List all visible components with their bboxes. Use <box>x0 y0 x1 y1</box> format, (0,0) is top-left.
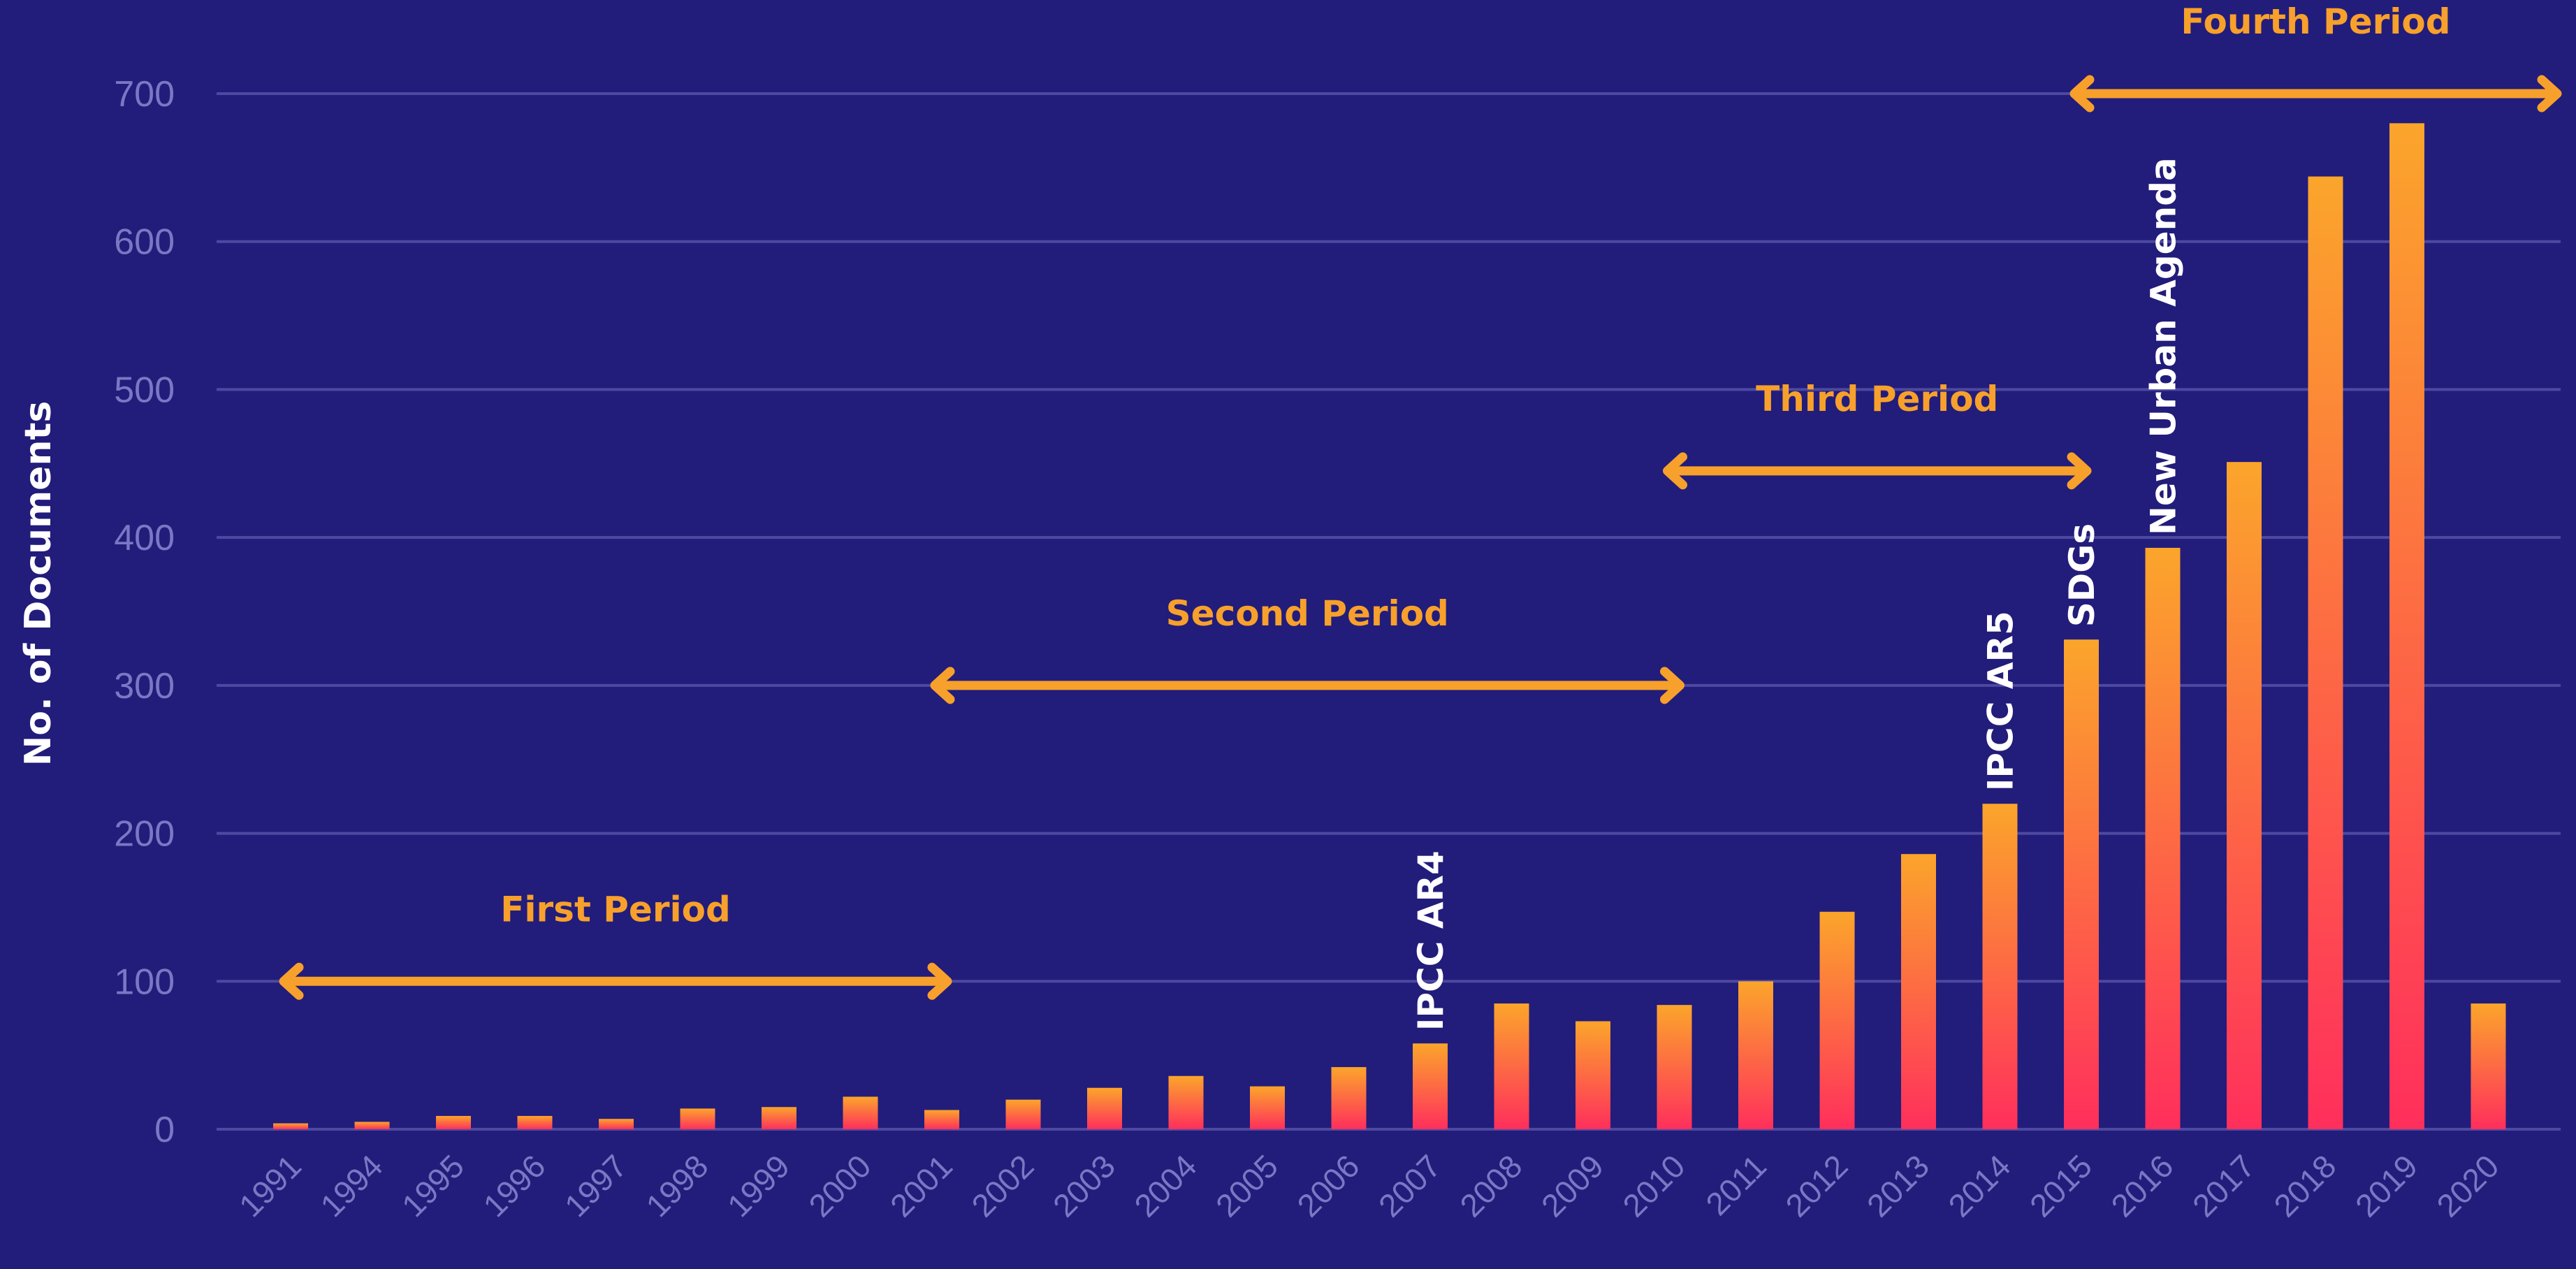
x-axis-ticks: 1991 1994 1995 1996 1997 1998 1999 2000 2001 2002… <box>232 1147 2506 1224</box>
x-tick-label: 2020 <box>2429 1147 2505 1224</box>
y-axis-label: No. of Documents <box>17 401 59 767</box>
event-label: SDGs <box>2062 523 2102 627</box>
bar-2000 <box>843 1096 878 1129</box>
arrowhead-left <box>2069 75 2095 113</box>
y-tick-label: 200 <box>114 814 175 855</box>
x-tick-label: 1997 <box>558 1147 634 1224</box>
bar-2008 <box>1494 1003 1529 1129</box>
event-annotations: IPCC AR4 IPCC AR5 SDGs New Urban Agenda <box>1411 157 2184 1031</box>
bars <box>273 123 2506 1129</box>
y-tick-label: 0 <box>154 1110 175 1150</box>
arrowhead-left <box>930 667 955 704</box>
x-tick-label: 2019 <box>2348 1147 2424 1224</box>
bar-2016 <box>2145 547 2181 1129</box>
bar-2020 <box>2471 1003 2506 1129</box>
x-tick-label: 2007 <box>1371 1147 1448 1224</box>
period-arrow <box>279 962 952 1000</box>
x-tick-label: 2006 <box>1290 1147 1366 1224</box>
arrowhead-right <box>2537 75 2562 113</box>
bar-1998 <box>680 1108 715 1129</box>
x-tick-label: 2001 <box>883 1147 959 1224</box>
x-tick-label: 2013 <box>1860 1147 1936 1224</box>
x-tick-label: 1994 <box>313 1147 389 1224</box>
y-axis-ticks: 0 100 200 300 400 500 600 700 <box>114 74 175 1150</box>
event-label: IPCC AR4 <box>1411 850 1451 1031</box>
period-annotations: First Period Second Period Third Period Fou… <box>279 1 2562 1000</box>
period-label: First Period <box>500 889 731 929</box>
period-arrow <box>2069 75 2562 113</box>
x-tick-label: 1996 <box>476 1147 552 1224</box>
event-label: IPCC AR5 <box>1981 611 2021 791</box>
y-tick-label: 600 <box>114 222 175 263</box>
bar-2019 <box>2389 123 2424 1129</box>
period-arrow <box>930 667 1684 704</box>
bar-2004 <box>1168 1075 1204 1129</box>
arrowhead-left <box>1663 452 1687 490</box>
x-tick-label: 1991 <box>232 1147 308 1224</box>
x-tick-label: 2017 <box>2185 1147 2262 1224</box>
bar-2009 <box>1576 1021 1610 1129</box>
arrowhead-right <box>2067 452 2092 490</box>
x-tick-label: 2016 <box>2104 1147 2180 1224</box>
x-tick-label: 1998 <box>639 1147 715 1224</box>
bar-1994 <box>354 1122 390 1129</box>
bar-1995 <box>436 1115 471 1129</box>
arrowhead-left <box>279 962 304 1000</box>
bar-2002 <box>1005 1099 1041 1129</box>
x-tick-label: 2014 <box>1941 1147 2017 1224</box>
arrowhead-right <box>927 962 952 1000</box>
x-tick-label: 2003 <box>1046 1147 1122 1224</box>
x-tick-label: 2018 <box>2266 1147 2343 1224</box>
bar-2015 <box>2064 639 2099 1129</box>
bar-2011 <box>1738 981 1773 1129</box>
x-tick-label: 2009 <box>1534 1147 1610 1224</box>
period-label: Third Period <box>1756 379 1998 419</box>
x-tick-label: 1999 <box>720 1147 796 1224</box>
period-label: Fourth Period <box>2181 1 2450 42</box>
bar-2006 <box>1331 1067 1367 1129</box>
x-tick-label: 2005 <box>1209 1147 1285 1224</box>
bar-2018 <box>2308 176 2343 1129</box>
y-tick-label: 700 <box>114 74 175 115</box>
bar-2001 <box>924 1110 959 1129</box>
arrowhead-right <box>1660 667 1684 704</box>
x-tick-label: 2011 <box>1698 1147 1773 1222</box>
x-tick-label: 2012 <box>1778 1147 1854 1224</box>
x-tick-label: 2010 <box>1615 1147 1691 1224</box>
bar-2005 <box>1250 1086 1285 1129</box>
y-tick-label: 400 <box>114 518 175 558</box>
bar-2003 <box>1087 1087 1122 1129</box>
bar-2007 <box>1413 1043 1448 1129</box>
period-arrow <box>1663 452 2092 490</box>
x-tick-label: 2015 <box>2023 1147 2099 1224</box>
y-tick-label: 300 <box>114 666 175 706</box>
x-tick-label: 2000 <box>801 1147 878 1224</box>
bar-2013 <box>1901 854 1936 1129</box>
bar-1991 <box>273 1123 308 1129</box>
x-tick-label: 1995 <box>395 1147 471 1224</box>
bar-2012 <box>1819 911 1855 1129</box>
bar-1999 <box>762 1107 796 1129</box>
bar-2017 <box>2227 462 2262 1129</box>
bar-1996 <box>517 1115 553 1129</box>
y-tick-label: 100 <box>114 962 175 1002</box>
y-tick-label: 500 <box>114 370 175 410</box>
bar-1997 <box>599 1119 634 1129</box>
x-tick-label: 2008 <box>1453 1147 1529 1224</box>
bar-2014 <box>1982 804 2018 1129</box>
event-label: New Urban Agenda <box>2144 157 2184 535</box>
bar-2010 <box>1657 1005 1692 1129</box>
period-label: Second Period <box>1166 593 1449 634</box>
x-tick-label: 2004 <box>1127 1147 1203 1224</box>
x-tick-label: 2002 <box>964 1147 1040 1224</box>
